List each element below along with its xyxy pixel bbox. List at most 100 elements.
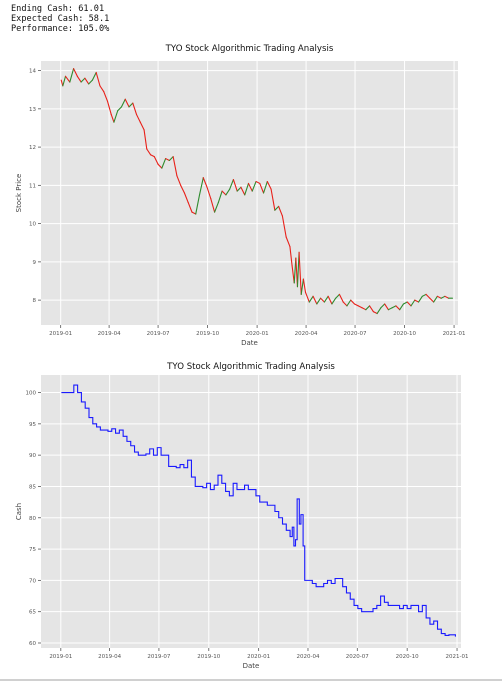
y-tick-label: 14 (29, 69, 36, 75)
price-segment (236, 186, 242, 192)
price-segment (73, 68, 78, 77)
price-segment (365, 305, 371, 311)
x-axis-label: Date (241, 339, 258, 347)
price-segment (259, 182, 265, 194)
price-segment (124, 98, 130, 108)
price-segment (410, 299, 416, 307)
x-tick-label: 2019-07 (147, 331, 170, 337)
price-segment (417, 295, 423, 303)
y-tick-label: 9 (33, 260, 37, 266)
x-tick-label: 2020-01 (247, 654, 270, 660)
price-segment (387, 307, 393, 311)
price-segment (91, 71, 97, 81)
price-segment (64, 75, 71, 83)
chart-title: TYO Stock Algorithmic Trading Analysis (165, 44, 334, 54)
price-segment (244, 182, 250, 196)
price-segment (232, 179, 238, 192)
price-segment (187, 202, 193, 213)
price-segment (402, 301, 408, 305)
x-tick-label: 2020-10 (396, 654, 419, 660)
ending-cash-line: Ending Cash: 61.01 (11, 4, 105, 14)
price-segment (335, 293, 340, 299)
price-segment (139, 121, 145, 131)
x-tick-label: 2020-01 (246, 331, 269, 337)
x-tick-label: 2021-01 (443, 331, 466, 337)
price-segment (157, 163, 163, 169)
price-segment (376, 307, 382, 315)
price-segment (353, 303, 359, 307)
price-segment (331, 297, 337, 305)
y-tick-label: 80 (29, 516, 36, 522)
y-tick-label: 70 (29, 578, 36, 584)
x-tick-label: 2019-07 (147, 654, 170, 660)
y-tick-label: 75 (29, 547, 36, 553)
price-segment (143, 129, 148, 150)
x-tick-label: 2019-01 (49, 654, 72, 660)
price-segment (229, 179, 234, 190)
price-segment (146, 148, 152, 156)
price-segment (165, 158, 170, 162)
price-segment (110, 114, 115, 123)
price-segment (214, 202, 219, 213)
price-segment (106, 100, 112, 116)
cash-chart: 60 65 70 75 80 85 90 95 100 2019-01 2019-04 2019-07… (0, 356, 502, 676)
price-segment (399, 303, 405, 311)
price-segment (247, 182, 253, 192)
price-segment (191, 211, 197, 215)
price-segment (421, 293, 427, 297)
price-segment (278, 205, 283, 217)
price-segment (302, 278, 307, 294)
price-segment (95, 71, 101, 87)
price-segment (149, 154, 155, 158)
price-segment (136, 114, 141, 123)
y-axis-label: Stock Price (15, 174, 23, 213)
x-tick-label: 2020-07 (346, 654, 369, 660)
cash-line (61, 384, 456, 637)
price-segment (380, 303, 386, 309)
performance-line: Performance: 105.0% (11, 24, 110, 34)
price-segment (281, 215, 287, 238)
price-segment (210, 198, 216, 213)
x-tick-label: 2019-10 (197, 654, 220, 660)
y-tick-label: 95 (29, 422, 36, 428)
price-segment (113, 110, 119, 123)
price-segment (263, 180, 268, 194)
price-segment (153, 156, 159, 165)
y-tick-label: 12 (29, 145, 36, 151)
price-segment (183, 192, 189, 204)
price-segment (103, 91, 109, 102)
price-segment (217, 190, 223, 204)
chart-title: TYO Stock Algorithmic Trading Analysis (166, 362, 335, 372)
price-segment (225, 188, 231, 196)
x-tick-label: 2021-01 (446, 654, 469, 660)
y-tick-label: 8 (33, 298, 37, 304)
price-segment (221, 190, 227, 196)
price-segment (300, 278, 304, 295)
x-tick-label: 2019-04 (98, 654, 121, 660)
bottom-divider (0, 679, 502, 681)
price-segment (117, 106, 123, 112)
price-segment (369, 305, 374, 313)
price-segment (391, 305, 397, 309)
price-segment (433, 295, 438, 303)
price-segment (436, 295, 442, 299)
price-segment (120, 98, 126, 108)
x-tick-label: 2019-04 (98, 331, 121, 337)
y-tick-label: 90 (29, 453, 36, 459)
price-segment (440, 295, 446, 299)
x-tick-label: 2020-07 (344, 331, 367, 337)
price-segment (88, 79, 93, 85)
price-segment (80, 77, 86, 83)
price-segment (429, 297, 435, 303)
price-segment (172, 156, 178, 177)
y-tick-label: 11 (29, 183, 36, 189)
x-tick-label: 2019-10 (196, 331, 219, 337)
x-tick-label: 2019-01 (49, 331, 72, 337)
y-tick-label: 60 (29, 641, 36, 647)
price-segment (357, 305, 363, 309)
plot-area (41, 61, 458, 325)
y-tick-label: 65 (29, 610, 36, 616)
price-segment (298, 251, 302, 295)
price-segment (372, 311, 378, 315)
x-axis-label: Date (243, 662, 260, 670)
